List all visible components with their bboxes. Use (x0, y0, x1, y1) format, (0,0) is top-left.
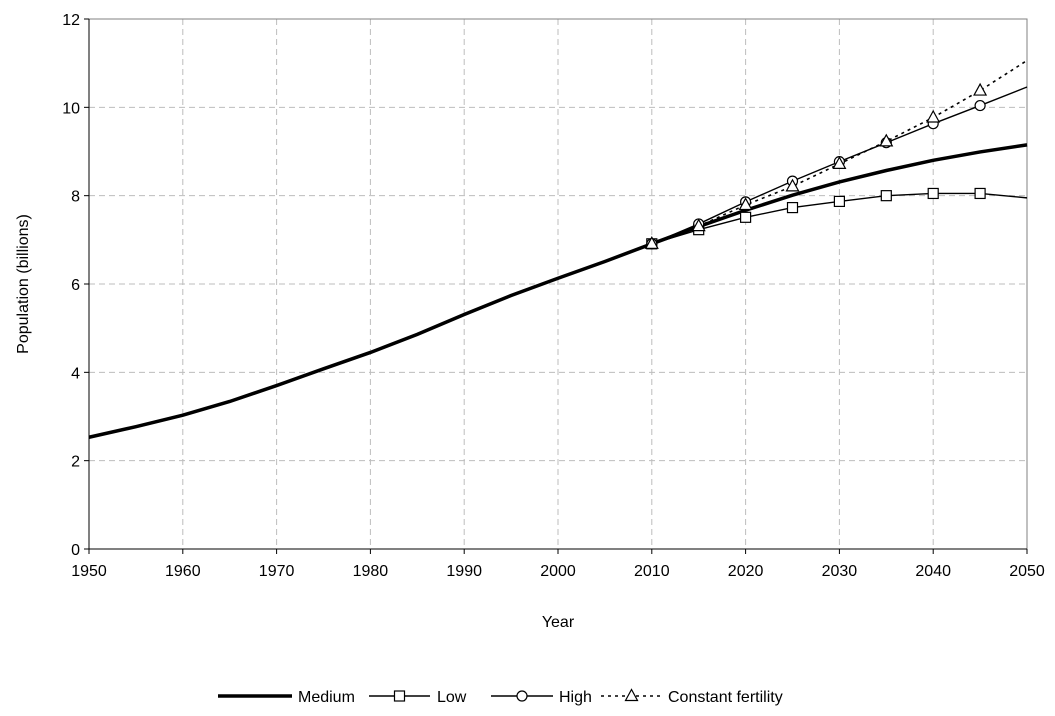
data-point-constant-fertility (691, 218, 706, 232)
x-tick-label: 2010 (634, 563, 670, 580)
data-point-constant-fertility (785, 178, 800, 192)
data-point-low (974, 187, 986, 200)
legend-item-constant-fertility: Constant fertility (601, 688, 783, 706)
data-point-low (880, 190, 892, 202)
legend-marker-low (393, 690, 406, 702)
data-point-low (786, 201, 799, 214)
y-tick-label: 0 (71, 542, 80, 559)
data-point-constant-fertility (832, 156, 847, 169)
legend-marker-constant-fertility (624, 688, 639, 702)
x-tick-label: 2050 (1009, 563, 1045, 580)
legend-label-high: High (559, 689, 592, 706)
legend-label-low: Low (437, 689, 467, 706)
y-tick-label: 2 (71, 454, 80, 471)
legend-marker-high (516, 690, 528, 702)
x-tick-label: 2000 (540, 563, 576, 580)
data-point-constant-fertility (879, 133, 894, 147)
tick-labels: 1950 1960 1970 1980 1990 2000 2010 2020 2030 2040… (62, 12, 1045, 580)
legend-item-low: Low (369, 689, 467, 706)
y-tick-label: 4 (71, 365, 80, 382)
y-tick-label: 12 (62, 12, 80, 29)
data-point-constant-fertility (644, 236, 659, 249)
legend-label-medium: Medium (298, 689, 355, 706)
data-point-constant-fertility (973, 82, 988, 96)
y-tick-label: 8 (71, 189, 80, 206)
x-tick-label: 1960 (165, 563, 201, 580)
legend-item-high: High (491, 689, 592, 706)
legend-label-constant-fertility: Constant fertility (668, 689, 783, 706)
x-axis-title: Year (542, 614, 575, 631)
legend: Medium Low High Constant fertility (218, 688, 783, 706)
x-tick-label: 2020 (728, 563, 764, 580)
x-tick-label: 2030 (822, 563, 858, 580)
series-markers (644, 82, 988, 250)
data-point-constant-fertility (926, 109, 941, 123)
data-point-low (739, 211, 752, 223)
grid (89, 19, 1027, 549)
x-tick-label: 1950 (71, 563, 107, 580)
data-point-constant-fertility (738, 197, 753, 211)
data-point-low (927, 187, 939, 200)
x-tick-label: 1970 (259, 563, 295, 580)
x-tick-label: 1980 (353, 563, 389, 580)
y-tick-label: 6 (71, 277, 80, 294)
y-tick-label: 10 (62, 100, 80, 117)
x-tick-label: 2040 (915, 563, 951, 580)
data-point-low (833, 195, 846, 208)
x-tick-label: 1990 (446, 563, 482, 580)
y-axis-title: Population (billions) (15, 214, 32, 354)
legend-item-medium: Medium (218, 689, 355, 706)
axes (84, 18, 1028, 554)
series-line-medium (88, 143, 1028, 439)
data-point-high (974, 99, 986, 112)
